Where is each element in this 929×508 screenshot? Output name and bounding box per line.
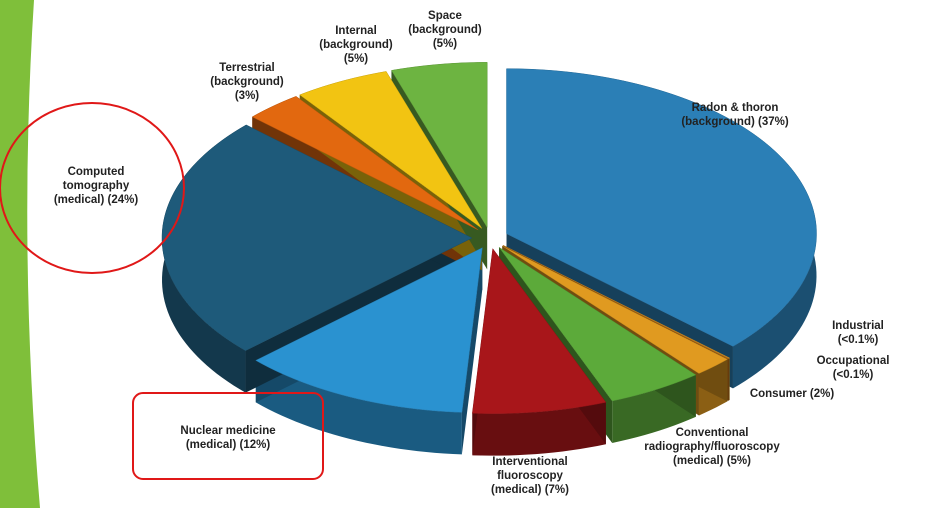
- highlight-circle: [0, 102, 185, 274]
- slice-side: [472, 402, 606, 456]
- slice: [506, 68, 817, 347]
- slice: [498, 247, 697, 402]
- slice: [299, 71, 483, 229]
- slice-side: [255, 360, 462, 455]
- side-stripe: [0, 0, 40, 508]
- slice-label: Radon & thoron (background) (37%): [681, 102, 789, 128]
- slice: [251, 96, 479, 231]
- slice-cut: [461, 247, 483, 455]
- pie-tops: [161, 62, 817, 414]
- slice-label: Consumer (2%): [749, 388, 835, 400]
- slice: [391, 62, 488, 229]
- slice-label: Nuclear medicine (medical) (12%): [180, 425, 276, 451]
- slice-label: Internal (background) (5%): [319, 25, 393, 65]
- slice-label: Interventional fluoroscopy (medical) (7%…: [491, 456, 569, 496]
- slice: [255, 247, 483, 413]
- slice-label: Terrestrial (background) (3%): [210, 62, 284, 102]
- slice-label: Conventional radiography/fluoroscopy (me…: [644, 427, 780, 467]
- slice: [502, 245, 728, 374]
- highlight-box: [132, 392, 324, 480]
- slice: [161, 124, 473, 351]
- slice-label: Space (background) (5%): [408, 10, 482, 50]
- slice: [472, 248, 607, 414]
- slice-label: Computed tomography (medical) (24%): [53, 166, 139, 206]
- slice: [502, 245, 730, 360]
- slice-label: Industrial (<0.1%): [832, 320, 884, 346]
- slice-label: Occupational (<0.1%): [816, 355, 890, 381]
